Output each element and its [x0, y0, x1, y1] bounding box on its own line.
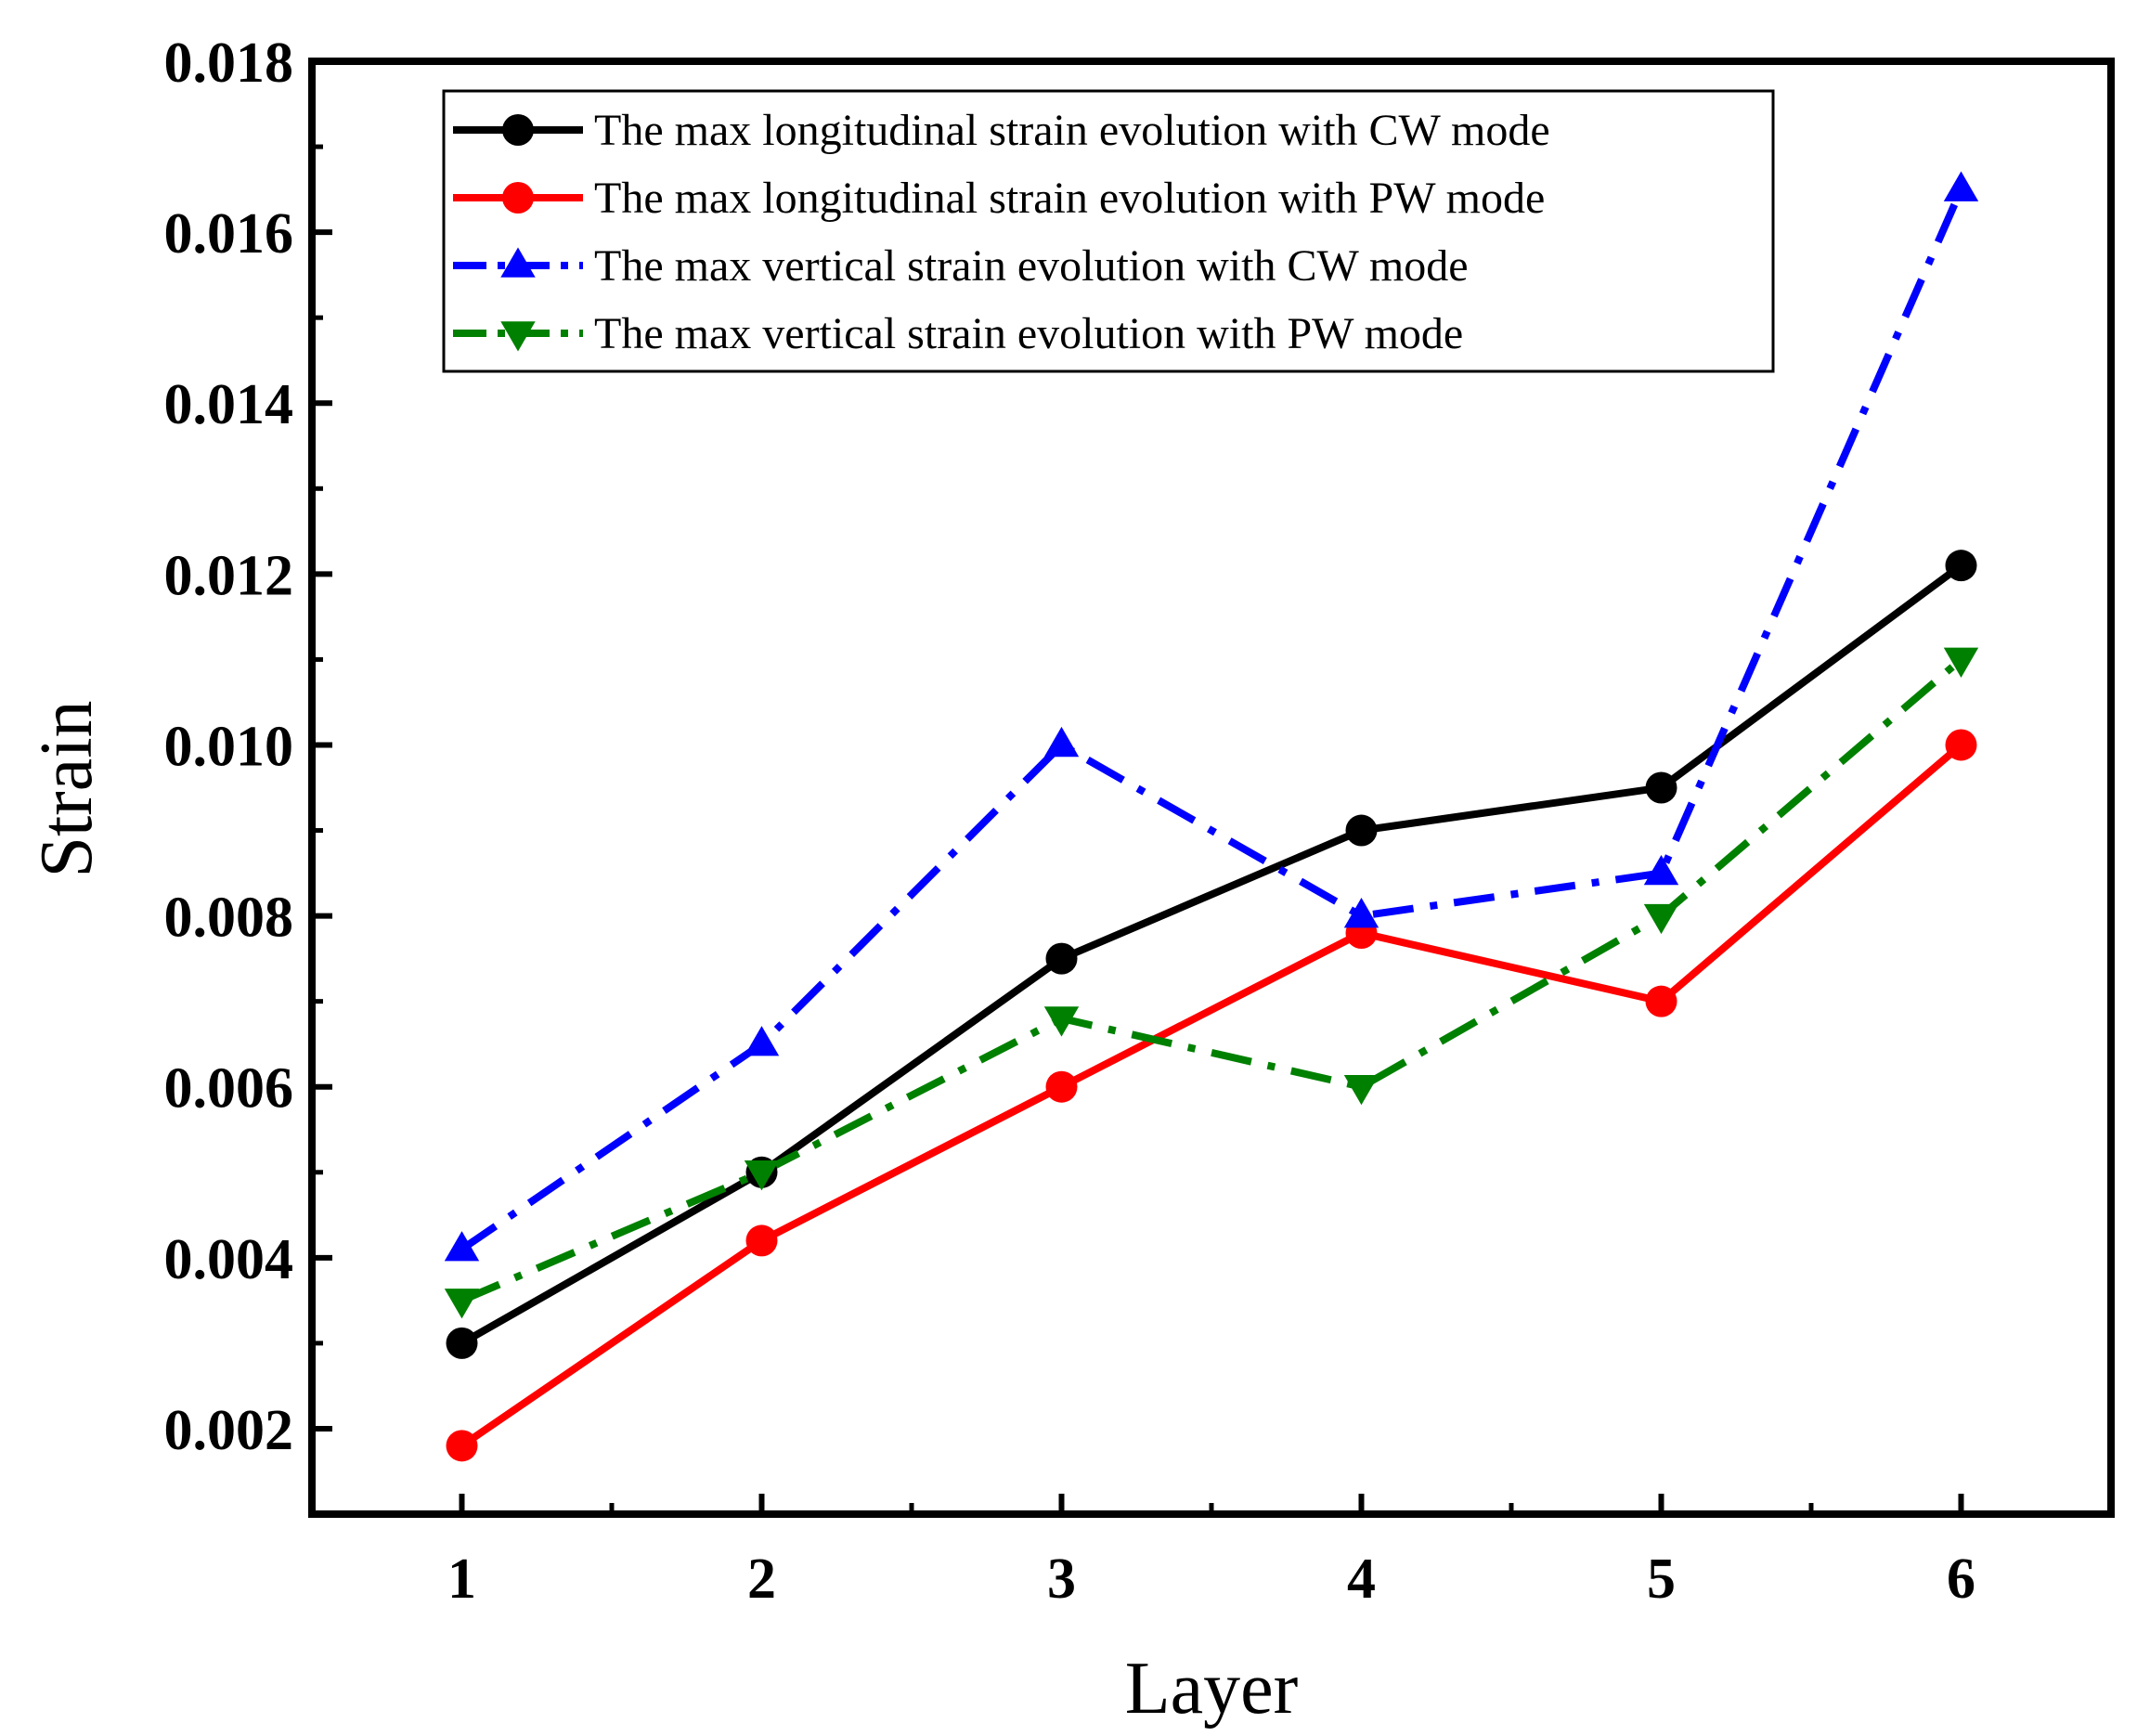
x-tick-label: 6 [1947, 1548, 1975, 1611]
series-2-point [745, 1224, 778, 1257]
series-4-point [744, 1160, 780, 1191]
legend-marker-4 [500, 321, 536, 352]
series-markers [444, 171, 1979, 1462]
legend-marker-3 [500, 247, 536, 278]
y-axis-title: Strain [26, 700, 108, 877]
x-tick-label: 5 [1647, 1548, 1676, 1611]
series-1-point [1945, 550, 1977, 582]
series-1-point [1645, 771, 1677, 804]
legend: The max longitudinal strain evolution wi… [442, 89, 1775, 373]
series-line-2 [460, 742, 1964, 1449]
y-tick-label: 0.012 [164, 544, 294, 607]
series-1-point [1045, 942, 1078, 975]
legend-marker-2 [502, 182, 534, 214]
y-tick-label: 0.008 [164, 887, 294, 950]
series-4-point [1343, 1074, 1379, 1106]
series-3-point [444, 1231, 480, 1262]
series-4-point [1043, 1006, 1080, 1037]
plot-frame [308, 58, 2115, 1518]
series-4-point [1943, 647, 1979, 678]
series-3-point [1343, 898, 1379, 928]
series-3-point [1643, 855, 1679, 886]
series-line-4 [460, 656, 1964, 1304]
y-tick-label: 0.002 [164, 1399, 294, 1462]
legend-box [442, 89, 1775, 373]
series-line-3 [460, 188, 1965, 1252]
series-1-point [1345, 814, 1378, 847]
legend-marker-1 [502, 114, 534, 146]
series-1-point [446, 1327, 478, 1359]
series-3-point [1943, 171, 1979, 201]
series-2-point [1045, 1070, 1078, 1103]
y-tick-label: 0.010 [164, 715, 294, 778]
series-3-point [744, 1026, 780, 1056]
series-4-point [1643, 903, 1679, 935]
series-4-point [444, 1289, 480, 1319]
series-lines [460, 188, 1965, 1449]
x-tick-label: 3 [1047, 1548, 1076, 1611]
y-tick-label: 0.004 [164, 1228, 294, 1291]
y-tick-labels: 0.002 0.004 0.006 0.008 0.010 0.012 0.014 0.016… [164, 32, 294, 1462]
x-axis-title: Layer [1125, 1648, 1299, 1730]
x-tick-label: 2 [747, 1548, 776, 1611]
y-tick-label: 0.016 [164, 202, 294, 266]
legend-label-3: The max vertical strain evolution with C… [594, 241, 1469, 291]
y-tick-label: 0.014 [164, 373, 294, 436]
series-3-point [1043, 726, 1080, 758]
y-tick-label: 0.018 [164, 32, 294, 95]
series-2-point [1645, 985, 1677, 1017]
legend-label-1: The max longitudinal strain evolution wi… [594, 106, 1550, 155]
legend-label-4: The max vertical strain evolution with P… [594, 309, 1463, 358]
series-2-point [446, 1430, 478, 1462]
series-2-point [1945, 729, 1977, 761]
x-tick-label: 4 [1347, 1548, 1376, 1611]
y-tick-label: 0.006 [164, 1057, 294, 1121]
x-tick-label: 1 [447, 1548, 476, 1611]
legend-label-2: The max longitudinal strain evolution wi… [594, 174, 1545, 223]
x-tick-labels: 1 2 3 4 5 6 [447, 1548, 1975, 1611]
